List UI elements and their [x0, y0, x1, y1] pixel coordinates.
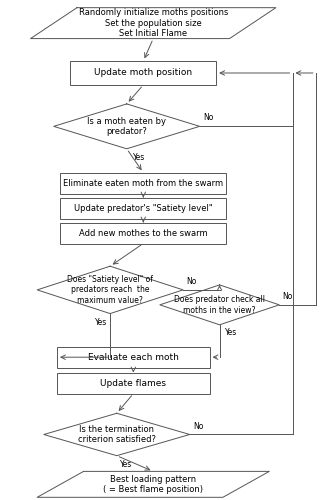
Text: Does predator check all
moths in the view?: Does predator check all moths in the vie…: [174, 295, 265, 314]
Text: Randomly initialize moths positions
Set the population size
Set Initial Flame: Randomly initialize moths positions Set …: [79, 8, 228, 38]
Bar: [60, 222, 226, 244]
Bar: [57, 346, 209, 368]
Bar: [57, 372, 209, 394]
Text: Yes: Yes: [95, 318, 107, 326]
Text: Update moth position: Update moth position: [94, 68, 192, 78]
Text: No: No: [203, 114, 213, 122]
Bar: [70, 61, 216, 85]
Text: Is the termination
criterion satisfied?: Is the termination criterion satisfied?: [78, 425, 156, 444]
Text: Yes: Yes: [133, 153, 146, 162]
Text: Eliminate eaten moth from the swarm: Eliminate eaten moth from the swarm: [63, 178, 223, 188]
Bar: [60, 198, 226, 218]
Text: Add new mothes to the swarm: Add new mothes to the swarm: [79, 228, 207, 237]
Text: Is a moth eaten by
predator?: Is a moth eaten by predator?: [87, 116, 166, 136]
Bar: [60, 172, 226, 194]
Text: Update flames: Update flames: [100, 378, 166, 388]
Text: No: No: [186, 277, 197, 286]
Text: No: No: [193, 422, 203, 430]
Text: Update predator's "Satiety level": Update predator's "Satiety level": [74, 204, 212, 212]
Text: Evaluate each moth: Evaluate each moth: [88, 352, 179, 362]
Text: Yes: Yes: [224, 328, 237, 337]
Text: Does "Satiety level" of
predators reach  the
maximum value?: Does "Satiety level" of predators reach …: [67, 275, 153, 305]
Text: No: No: [283, 292, 293, 301]
Text: Yes: Yes: [120, 460, 132, 468]
Text: Best loading pattern
( = Best flame position): Best loading pattern ( = Best flame posi…: [103, 474, 203, 494]
